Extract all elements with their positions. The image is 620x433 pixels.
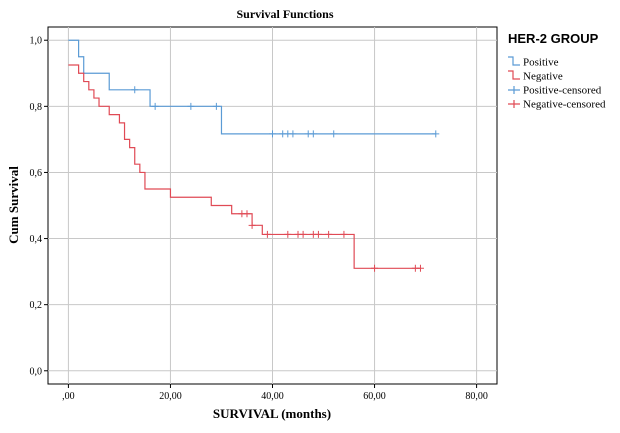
censored-mark-positive (432, 130, 440, 138)
censored-mark-negative (284, 230, 292, 238)
legend-entry-3: Positive-censored (523, 85, 602, 97)
x-tick-label: ,00 (62, 391, 75, 402)
legend-icon-4 (508, 100, 520, 108)
x-tick-label: 20,00 (159, 391, 182, 402)
legend-entry-4: Negative-censored (523, 99, 606, 111)
censored-mark-negative (263, 230, 271, 238)
censored-mark-positive (131, 86, 139, 94)
y-axis-label: Cum Survival (6, 166, 21, 244)
axes: ,00 20,00 40,00 60,00 80,00 0,0 0,2 0,4 0,6 0,8 1,… (30, 36, 488, 402)
y-tick-label: 0,4 (30, 234, 43, 245)
y-tick-label: 0,6 (30, 168, 43, 179)
censored-mark-negative (243, 210, 251, 218)
censored-mark-positive (309, 130, 317, 138)
y-tick-label: 0,2 (30, 300, 43, 311)
censored-mark-positive (330, 130, 338, 138)
legend-icon-3 (508, 86, 520, 94)
censored-mark-negative (299, 230, 307, 238)
legend: HER-2 GROUP Positive Negative Positive-cen… (508, 31, 606, 111)
grid-lines (48, 27, 497, 384)
legend-icon-1 (508, 56, 520, 66)
censored-mark-negative (416, 264, 424, 272)
chart-title: Survival Functions (236, 7, 333, 21)
censored-mark-positive (289, 130, 297, 138)
censored-mark-positive (269, 130, 276, 138)
censored-mark-negative (325, 230, 333, 238)
censored-mark-negative (371, 264, 379, 272)
legend-entry-2: Negative (523, 71, 563, 83)
censored-mark-negative (314, 230, 322, 238)
x-axis-label: SURVIVAL (months) (213, 406, 331, 421)
series-line-positive (68, 39, 436, 135)
x-tick-label: 40,00 (261, 391, 284, 402)
series-layer (68, 39, 440, 272)
legend-icon-2 (508, 70, 520, 80)
x-tick-label: 80,00 (465, 391, 488, 402)
y-tick-label: 0,8 (30, 102, 43, 113)
censored-mark-positive (212, 102, 220, 110)
x-tick-label: 60,00 (363, 391, 386, 402)
legend-entry-1: Positive (523, 57, 559, 69)
censored-mark-negative (340, 230, 348, 238)
censored-mark-negative (248, 221, 256, 229)
censored-mark-positive (187, 102, 195, 110)
y-tick-label: 0,0 (30, 366, 43, 377)
legend-title: HER-2 GROUP (508, 31, 599, 46)
censored-mark-positive (151, 102, 159, 110)
y-tick-label: 1,0 (30, 36, 43, 47)
